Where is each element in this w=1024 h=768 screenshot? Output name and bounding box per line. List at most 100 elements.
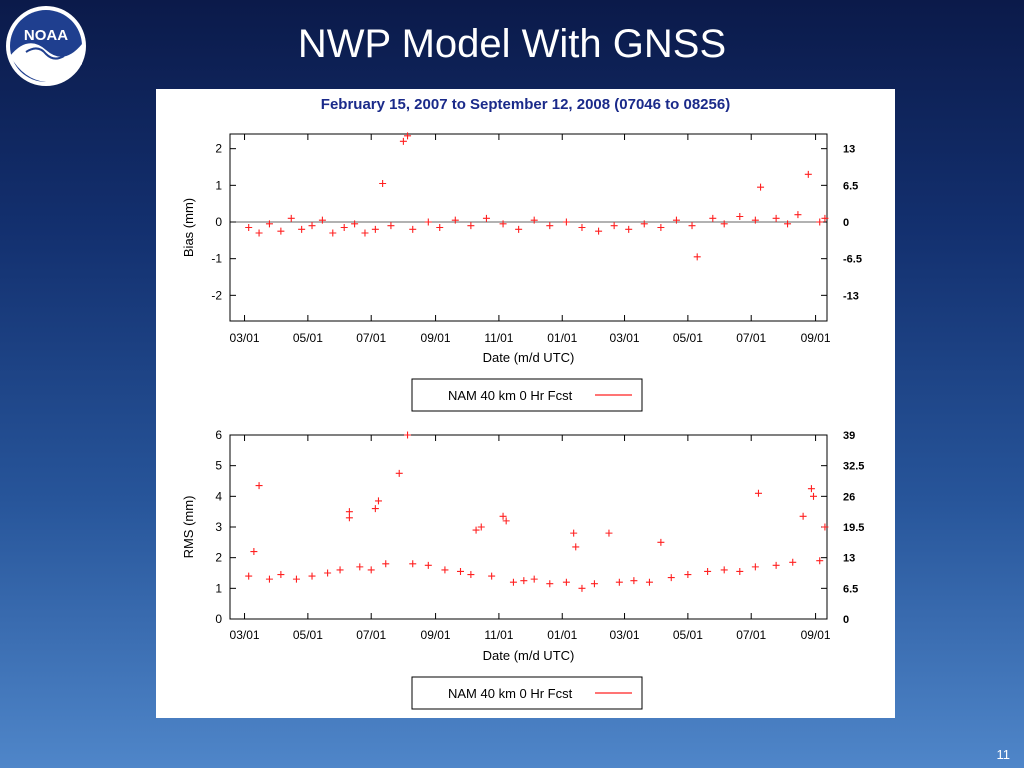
chart2-data-point: [772, 561, 780, 569]
chart2-data-point: [336, 566, 344, 574]
chart1-x-tick-label: 07/01: [736, 331, 766, 345]
chart2-y-tick-label: 2: [215, 551, 222, 565]
chart2-data-point: [789, 558, 797, 566]
chart1-data-point: [371, 225, 379, 233]
chart1-x-tick-label: 11/01: [484, 331, 513, 345]
chart2-data-point: [324, 569, 332, 577]
chart2-y-tick-label: 5: [215, 459, 222, 473]
chart1-data-point: [784, 220, 792, 228]
chart1-data-point: [424, 218, 432, 226]
chart1-data-point: [804, 170, 812, 178]
chart1-data-point: [482, 214, 490, 222]
chart2-data-point: [382, 560, 390, 568]
chart2-data-point: [546, 580, 554, 588]
chart2-data-point: [277, 571, 285, 579]
chart1-data-point: [277, 227, 285, 235]
chart1-data-point: [625, 225, 633, 233]
slide-title: NWP Model With GNSS: [297, 22, 727, 66]
chart1-data-point: [351, 220, 359, 228]
chart1-data-point: [404, 132, 412, 140]
chart2-x-tick-label: 09/01: [801, 628, 831, 642]
chart1-y-tick-label: 0: [215, 215, 222, 229]
chart2-x-axis-label: Date (m/d UTC): [483, 648, 575, 663]
chart2-data-point: [250, 548, 258, 556]
chart2-data-point: [667, 574, 675, 582]
chart2-data-point: [821, 523, 829, 531]
chart1-data-point: [255, 229, 263, 237]
chart1-data-point: [436, 224, 444, 231]
chart1-data-point: [688, 222, 696, 230]
chart2-data-point: [472, 526, 480, 534]
chart2-data-point: [255, 482, 263, 490]
chart1-data-point: [546, 222, 554, 230]
chart2-data-point: [441, 566, 449, 574]
chart1-data-point: [672, 216, 680, 224]
page-number: 11: [996, 747, 1011, 762]
chart2-data-point: [530, 575, 538, 583]
chart2-right-label: 39: [843, 430, 855, 442]
chart2-x-tick-label: 01/01: [547, 628, 577, 642]
chart2-data-point: [570, 529, 578, 537]
chart1-data-point: [821, 214, 829, 222]
chart2-right-label: 26: [843, 491, 855, 503]
chart2-y-tick-label: 6: [215, 428, 222, 442]
chart1-data-point: [693, 253, 701, 261]
chart2-data-point: [657, 538, 665, 546]
chart1-data-point: [409, 225, 417, 233]
chart1-data-point: [757, 183, 765, 191]
chart2-data-point: [467, 571, 475, 579]
chart1-data-point: [340, 224, 348, 231]
chart2-data-point: [265, 575, 273, 583]
chart1-x-tick-label: 03/01: [610, 331, 640, 345]
chart2-x-tick-label: 09/01: [421, 628, 451, 642]
chart2-data-point: [751, 563, 759, 571]
chart2-data-point: [367, 566, 375, 574]
chart2-data-point: [371, 505, 379, 513]
chart1-data-point: [530, 216, 538, 224]
chart2-right-label: 13: [843, 553, 855, 565]
chart1-right-label: -6.5: [843, 254, 862, 266]
chart1-data-point: [245, 224, 253, 231]
chart2-y-tick-label: 1: [215, 581, 222, 595]
chart2-data-point: [499, 512, 507, 520]
chart1-data-point: [329, 229, 337, 237]
chart2-x-tick-label: 11/01: [484, 628, 513, 642]
chart2-data-point: [395, 469, 403, 477]
chart1-x-axis-label: Date (m/d UTC): [483, 350, 575, 365]
panel-title: February 15, 2007 to September 12, 2008 …: [320, 96, 731, 113]
chart1-data-point: [595, 227, 603, 235]
chart2-y-tick-label: 3: [215, 520, 222, 534]
chart1-data-point: [379, 180, 387, 187]
chart1-right-label: -13: [843, 290, 859, 302]
chart2-data-point: [807, 485, 815, 493]
chart2-data-point: [308, 572, 316, 580]
chart2-data-point: [374, 497, 382, 505]
chart1-right-label: 13: [843, 144, 855, 156]
chart1-data-point: [794, 211, 802, 219]
chart1-data-point: [265, 220, 273, 228]
chart1-y-tick-label: -2: [211, 288, 222, 302]
chart1-data-point: [816, 218, 824, 226]
chart1-data-point: [387, 222, 395, 230]
chart1-data-point: [287, 214, 295, 222]
chart1-data-point: [499, 220, 507, 228]
chart2-x-tick-label: 05/01: [673, 628, 703, 642]
chart1-data-point: [709, 214, 717, 222]
chart2-data-point: [645, 578, 653, 586]
chart1-data-point: [562, 218, 570, 226]
chart2-data-point: [720, 566, 728, 574]
chart1-data-point: [515, 225, 523, 233]
chart2-right-label: 32.5: [843, 461, 864, 473]
chart2-data-point: [799, 512, 807, 520]
chart2-data-point: [572, 543, 580, 551]
chart2-y-axis-label: RMS (mm): [181, 496, 196, 559]
chart1-data-point: [640, 220, 648, 228]
chart1-data-point: [361, 229, 369, 237]
chart2-data-point: [345, 508, 353, 516]
chart2-x-tick-label: 03/01: [230, 628, 260, 642]
chart2-data-point: [615, 578, 623, 586]
chart1-x-tick-label: 01/01: [547, 331, 577, 345]
chart1-data-point: [610, 222, 618, 230]
chart2-x-tick-label: 07/01: [356, 628, 386, 642]
